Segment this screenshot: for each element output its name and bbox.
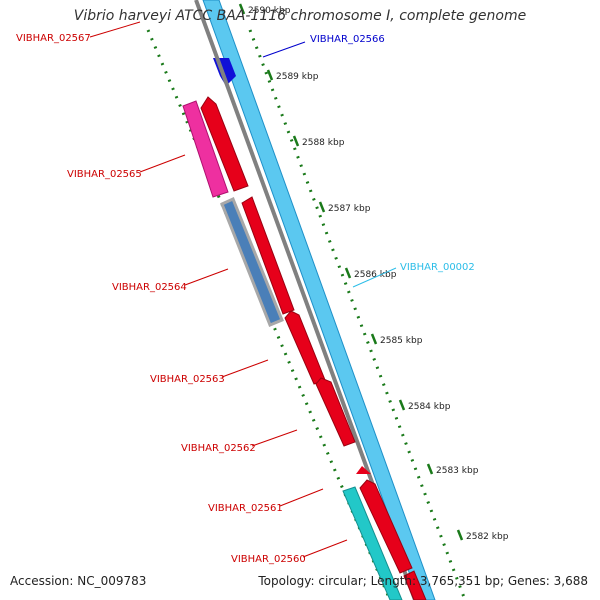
- gene-label[interactable]: VIBHAR_02563: [150, 374, 225, 385]
- kbp-tick-mark: [238, 3, 246, 15]
- kbp-tick-label: 2583 kbp: [436, 466, 479, 476]
- kbp-tick-label: 2586 kbp: [354, 270, 397, 280]
- kbp-tick-label: 2590 kbp: [248, 6, 291, 16]
- gene-leader-line: [262, 41, 306, 58]
- accession-text: Accession: NC_009783: [10, 574, 147, 588]
- kbp-tick-mark: [370, 333, 378, 345]
- gene-leader-line: [279, 488, 324, 507]
- gene-arrow-02565: [200, 96, 249, 192]
- genome-summary-text: Topology: circular; Length: 3,765,351 bp…: [258, 574, 588, 588]
- kbp-tick-mark: [318, 201, 326, 213]
- forward-gene-track: [202, 0, 436, 600]
- gene-arrow-02562: [315, 377, 356, 447]
- gene-leader-line: [184, 268, 229, 286]
- gene-label[interactable]: VIBHAR_02567: [16, 33, 91, 44]
- gene-leader-line: [302, 539, 348, 558]
- gene-arrow-02560: [403, 570, 427, 600]
- genome-title: Vibrio harveyi ATCC BAA-1116 chromosome …: [73, 8, 527, 24]
- kbp-tick-label: 2589 kbp: [276, 72, 319, 82]
- kbp-tick-mark: [398, 399, 406, 411]
- kbp-tick-mark: [266, 69, 274, 81]
- grey-blue-gene-feature: [220, 196, 284, 327]
- gene-leader-line: [139, 154, 186, 173]
- gene-label[interactable]: VIBHAR_00002: [400, 262, 475, 273]
- gene-label[interactable]: VIBHAR_02562: [181, 443, 256, 454]
- kbp-tick-label: 2588 kbp: [302, 138, 345, 148]
- kbp-tick-mark: [456, 529, 464, 541]
- kbp-tick-mark: [426, 463, 434, 475]
- kbp-tick-mark: [292, 135, 300, 147]
- gene-arrow-small: [356, 466, 371, 474]
- kbp-tick-label: 2584 kbp: [408, 402, 451, 412]
- gene-arrow-02561: [359, 479, 413, 574]
- kbp-tick-label: 2585 kbp: [380, 336, 423, 346]
- teal-gene-feature: [342, 486, 403, 600]
- kbp-ticks: 2590 kbp 2589 kbp 2588 kbp 2587 kbp 2586 kbp…: [238, 3, 509, 542]
- gene-leader-line: [251, 429, 298, 447]
- gene-leader-line: [89, 21, 141, 38]
- pink-gene-feature: [182, 100, 229, 198]
- gene-label[interactable]: VIBHAR_02564: [112, 282, 187, 293]
- kbp-tick-mark: [344, 267, 352, 279]
- gene-arrow-02564: [241, 196, 295, 315]
- gene-leader-line: [221, 359, 269, 378]
- gene-label[interactable]: VIBHAR_02561: [208, 503, 283, 514]
- gene-label[interactable]: VIBHAR_02566: [310, 34, 385, 45]
- kbp-tick-label: 2587 kbp: [328, 204, 371, 214]
- gene-arrow-02563: [284, 310, 326, 385]
- kbp-tick-label: 2582 kbp: [466, 532, 509, 542]
- gene-label[interactable]: VIBHAR_02565: [67, 169, 142, 180]
- gene-labels: VIBHAR_02567 VIBHAR_02566 VIBHAR_02565 VIBH…: [16, 21, 475, 565]
- gene-leader-line: [352, 267, 397, 288]
- gene-label[interactable]: VIBHAR_02560: [231, 554, 306, 565]
